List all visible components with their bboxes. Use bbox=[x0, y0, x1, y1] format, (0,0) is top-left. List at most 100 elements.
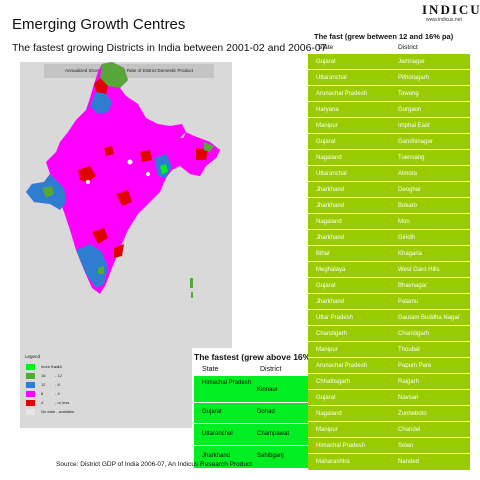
row-district: Zunheboto bbox=[398, 411, 427, 417]
row-district: Chandigarh bbox=[398, 331, 430, 337]
row-district: Nanded bbox=[398, 459, 420, 465]
row-divider bbox=[308, 309, 470, 310]
row-divider bbox=[194, 445, 308, 446]
legend-low: more than bbox=[41, 364, 60, 369]
row-divider bbox=[308, 373, 470, 374]
row-district: Gurgaon bbox=[398, 107, 422, 113]
row-divider bbox=[308, 453, 470, 454]
row-divider bbox=[308, 293, 470, 294]
row-state: Nagaland bbox=[316, 411, 342, 417]
row-state: Jharkhand bbox=[316, 203, 345, 209]
row-state: Jharkhand bbox=[316, 299, 345, 305]
map-region-central-red-b bbox=[116, 190, 132, 206]
row-divider bbox=[308, 85, 470, 86]
row-district: Solan bbox=[398, 443, 414, 449]
row-state: Himachal Pradesh bbox=[316, 443, 366, 449]
row-state: Meghalaya bbox=[316, 267, 346, 273]
legend-item: more than- 16 bbox=[26, 364, 79, 370]
row-divider bbox=[308, 245, 470, 246]
map-islands bbox=[190, 278, 193, 288]
row-divider bbox=[308, 213, 470, 214]
legend-high: - 4 bbox=[55, 391, 60, 396]
row-district: Gautam Buddha Nagar bbox=[398, 315, 460, 321]
map-region-central-red-d bbox=[104, 146, 114, 156]
between12-16-header: State District bbox=[308, 42, 470, 54]
row-district: Imphal East bbox=[398, 123, 430, 129]
map-region-south-red-b bbox=[114, 244, 124, 258]
table-row: Gujarat Jamnagar bbox=[308, 54, 470, 70]
row-divider bbox=[308, 405, 470, 406]
legend-item: 12 - 8 bbox=[26, 382, 79, 388]
row-divider bbox=[308, 165, 470, 166]
row-divider bbox=[308, 133, 470, 134]
legend-item: 16 - 12 bbox=[26, 373, 79, 379]
row-divider bbox=[194, 402, 308, 403]
row-district: Mon bbox=[398, 219, 410, 225]
row-state: Gujarat bbox=[316, 395, 336, 401]
row-district: Gandhinagar bbox=[398, 139, 433, 145]
row-state: Haryana bbox=[316, 107, 339, 113]
row-divider bbox=[308, 389, 470, 390]
between12-16-title: The fast (grew between 12 and 16% pa) bbox=[314, 32, 454, 41]
map-nodata-spot bbox=[146, 172, 150, 176]
table-row: Manipur Chandel bbox=[308, 422, 470, 438]
row-state: Jharkhand bbox=[316, 187, 345, 193]
legend-low: 16 bbox=[41, 373, 46, 378]
table-row: Bihar Khagaria bbox=[308, 246, 470, 262]
page-subtitle: The fastest growing Districts in India b… bbox=[12, 42, 327, 54]
row-state: Nagaland bbox=[316, 155, 342, 161]
row-state: Arunachal Pradesh bbox=[316, 363, 368, 369]
legend-item: No data - available bbox=[26, 409, 74, 415]
row-divider bbox=[308, 229, 470, 230]
legend-swatch bbox=[26, 400, 35, 406]
row-district: Bokaro bbox=[398, 203, 418, 209]
page-title: Emerging Growth Centres bbox=[12, 16, 186, 33]
row-district: Navsari bbox=[398, 395, 419, 401]
map-region-punjab bbox=[90, 92, 112, 114]
table-row: Jharkhand Giridih bbox=[308, 230, 470, 246]
row-district: Papum Pare bbox=[398, 363, 432, 369]
map-region-central-red-a bbox=[78, 166, 96, 182]
row-district: Bhavnagar bbox=[398, 283, 428, 289]
legend-title: Legend bbox=[25, 354, 41, 359]
legend-low: 12 bbox=[41, 382, 46, 387]
above16-header: State District bbox=[194, 364, 308, 376]
legend-low: 4 bbox=[41, 400, 44, 405]
table-row: Chandigarh Chandigarh bbox=[308, 326, 470, 342]
row-district: Raigarh bbox=[398, 379, 420, 385]
row-state: Uttaranchal bbox=[202, 431, 233, 437]
table-row: Gujarat Bhavnagar bbox=[308, 278, 470, 294]
legend-swatch bbox=[26, 364, 35, 370]
row-divider bbox=[308, 149, 470, 150]
logo-url: www.indicus.net bbox=[426, 17, 462, 23]
table-row: Jharkhand Palamu bbox=[308, 294, 470, 310]
row-state: Gujarat bbox=[316, 283, 336, 289]
row-district: West Garo Hills bbox=[398, 267, 440, 273]
row-divider bbox=[308, 341, 470, 342]
row-district: Champawat bbox=[257, 431, 290, 437]
legend-swatch bbox=[26, 409, 35, 415]
table-row: Himachal Pradesh Solan bbox=[308, 438, 470, 454]
between12-16-body: Gujarat Jamnagar Uttaranchal Pithoragarh Aru… bbox=[308, 54, 470, 470]
map-region-northeast-red bbox=[196, 148, 208, 160]
row-district: Kinnaur bbox=[257, 387, 278, 393]
table-row: Nagaland Tuensang bbox=[308, 150, 470, 166]
legend-low: No data - available bbox=[41, 409, 75, 414]
map-nodata-spot bbox=[86, 180, 90, 184]
table-row: Uttaranchal Champawat bbox=[194, 424, 308, 446]
map-islands bbox=[191, 292, 193, 298]
table-row: Jharkhand Deoghar bbox=[308, 182, 470, 198]
row-district: Pithoragarh bbox=[398, 75, 430, 81]
row-state: Manipur bbox=[316, 427, 338, 433]
legend-swatch bbox=[26, 391, 35, 397]
row-divider bbox=[308, 357, 470, 358]
map-region-south-red bbox=[92, 228, 108, 244]
table-row: Maharashtra Nanded bbox=[308, 454, 470, 470]
table-row: Jharkhand Bokaro bbox=[308, 198, 470, 214]
india-map bbox=[26, 62, 220, 298]
row-district: Palamu bbox=[398, 299, 419, 305]
between12-16-col-state: State bbox=[318, 44, 334, 51]
legend-low: 8 bbox=[41, 391, 44, 396]
table-row: Jharkhand Sahibganj bbox=[194, 446, 308, 468]
row-divider bbox=[308, 421, 470, 422]
